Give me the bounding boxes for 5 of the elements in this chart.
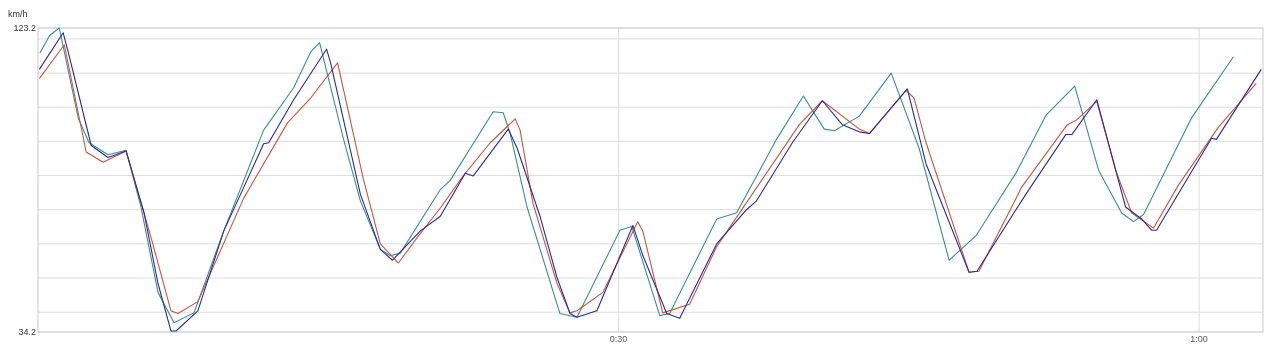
- y-tick-label: 34.2: [18, 327, 36, 338]
- y-axis-title: km/h: [8, 9, 28, 19]
- y-tick-label: 123.2: [13, 23, 36, 34]
- x-tick-label: 0:30: [609, 334, 628, 344]
- x-tick-label: 1:00: [1190, 334, 1208, 344]
